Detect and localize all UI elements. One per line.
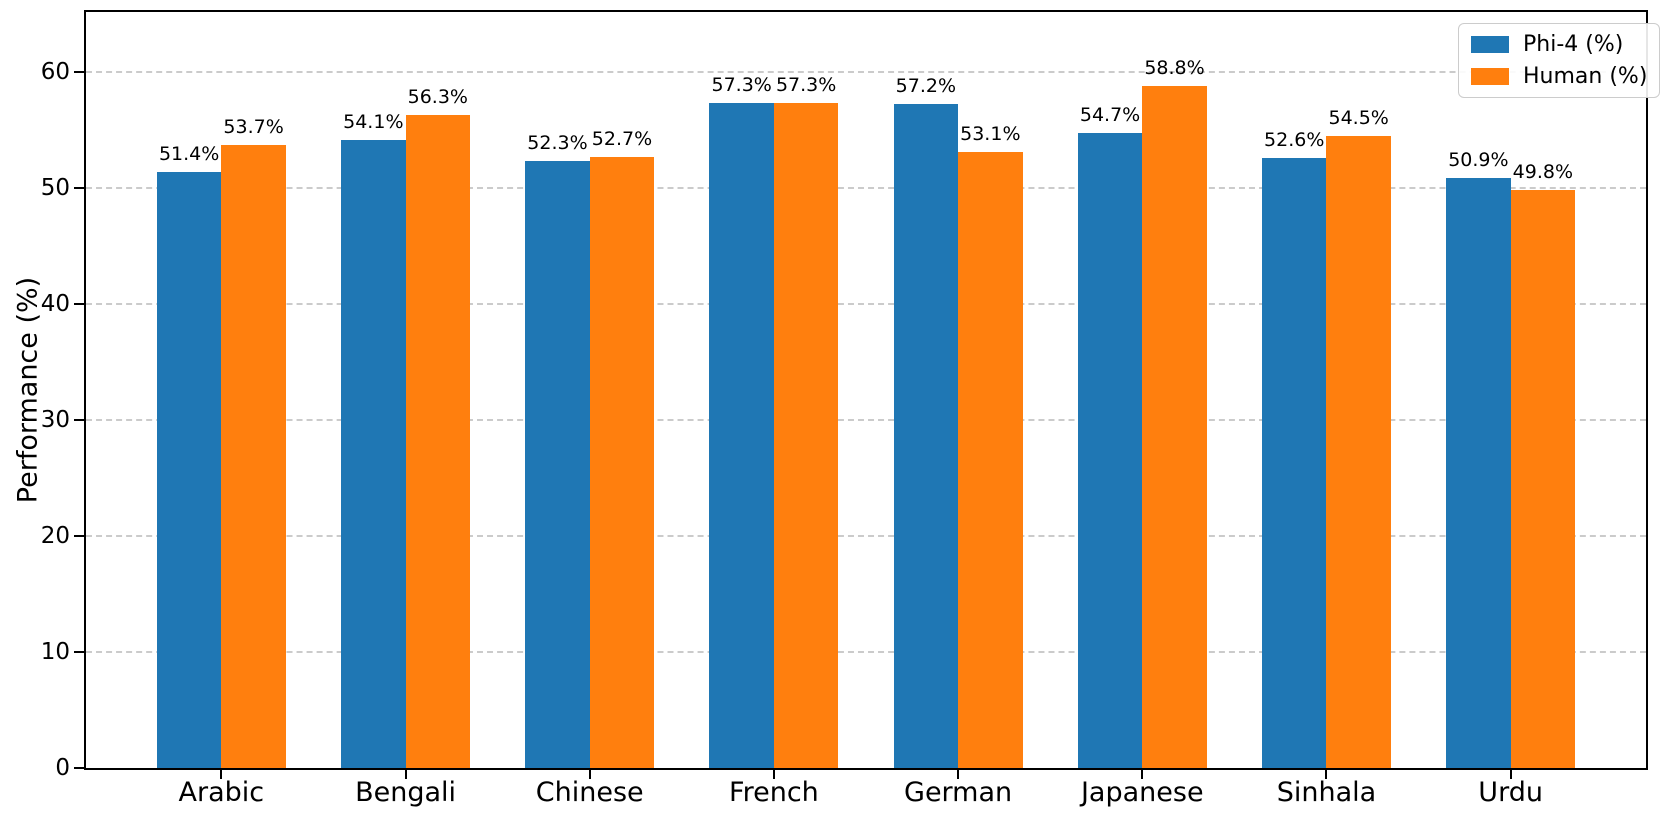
bar-value-label-human-arabic: 53.7% (223, 116, 284, 139)
x-tick-mark-japanese (1141, 770, 1144, 779)
x-tick-label-urdu: Urdu (1478, 777, 1543, 808)
gridline-y-30 (86, 418, 1646, 421)
gridline-y-10 (86, 650, 1646, 653)
bar-value-label-phi-4-urdu: 50.9% (1448, 148, 1509, 171)
x-tick-label-chinese: Chinese (535, 777, 644, 808)
y-tick-label-30: 30 (40, 406, 70, 433)
y-tick-mark-60 (74, 70, 84, 73)
y-tick-label-20: 20 (40, 522, 70, 549)
bar-value-label-phi-4-chinese: 52.3% (527, 132, 588, 155)
y-tick-label-40: 40 (40, 290, 70, 317)
bar-value-label-human-sinhala: 54.5% (1328, 106, 1389, 129)
y-tick-mark-50 (74, 186, 84, 189)
bar-human-arabic (221, 145, 286, 768)
legend-item-phi4: Phi-4 (%) (1471, 32, 1647, 57)
bar-phi-4-arabic (156, 171, 222, 768)
bar-human-sinhala (1326, 135, 1391, 768)
bar-human-japanese (1142, 85, 1207, 768)
bar-human-urdu (1510, 190, 1576, 768)
bar-phi-4-japanese (1077, 133, 1143, 768)
gridline-y-20 (86, 534, 1646, 537)
bar-value-label-human-urdu: 49.8% (1512, 161, 1574, 184)
x-tick-label-bengali: Bengali (355, 777, 457, 808)
legend-item-human: Human (%) (1471, 64, 1647, 89)
plot-area: 51.4% 53.7% 54.1% 56.3% 52.3% 52.7% 57.3% 57.3%… (84, 10, 1648, 770)
legend-label-phi4: Phi-4 (%) (1523, 32, 1624, 57)
legend-swatch-human-icon (1471, 68, 1509, 85)
bar-human-french (773, 103, 839, 768)
y-tick-mark-10 (74, 650, 84, 653)
x-tick-label-japanese: Japanese (1080, 777, 1204, 808)
y-tick-label-0: 0 (55, 755, 70, 781)
x-tick-mark-sinhala (1325, 770, 1328, 779)
x-tick-mark-arabic (220, 770, 223, 779)
y-tick-mark-40 (74, 302, 84, 305)
y-tick-label-60: 60 (40, 58, 70, 85)
bar-value-label-human-bengali: 56.3% (407, 85, 468, 108)
bar-value-label-phi-4-french: 57.3% (711, 74, 772, 97)
y-tick-mark-20 (74, 534, 84, 537)
x-tick-mark-urdu (1509, 770, 1512, 779)
bar-value-label-phi-4-german: 57.2% (895, 75, 957, 98)
x-tick-label-arabic: Arabic (178, 777, 265, 808)
bar-value-label-human-japanese: 58.8% (1144, 56, 1205, 79)
x-tick-mark-french (772, 770, 775, 779)
y-tick-mark-30 (74, 418, 84, 421)
bar-value-label-human-chinese: 52.7% (591, 127, 653, 150)
gridline-y-40 (86, 302, 1646, 305)
bar-human-bengali (405, 114, 470, 768)
bar-phi-4-french (709, 103, 774, 768)
bar-value-label-phi-4-bengali: 54.1% (343, 111, 404, 134)
x-tick-mark-bengali (404, 770, 407, 779)
gridline-y-60 (86, 70, 1646, 73)
gridline-y-50 (86, 186, 1646, 189)
legend-swatch-phi4-icon (1471, 36, 1509, 53)
bar-phi-4-chinese (525, 161, 590, 768)
bar-phi-4-urdu (1446, 177, 1511, 768)
x-tick-label-german: German (904, 777, 1013, 808)
x-tick-mark-german (957, 770, 960, 779)
bar-phi-4-bengali (341, 140, 406, 768)
bar-phi-4-sinhala (1261, 157, 1327, 768)
x-tick-mark-chinese (588, 770, 591, 779)
legend: Phi-4 (%) Human (%) (1458, 23, 1660, 98)
bar-phi-4-german (893, 104, 959, 768)
y-tick-label-50: 50 (40, 174, 70, 201)
bar-value-label-phi-4-japanese: 54.7% (1079, 104, 1141, 127)
y-tick-mark-0 (74, 767, 84, 769)
x-tick-label-sinhala: Sinhala (1276, 777, 1377, 808)
y-tick-label-10: 10 (40, 638, 70, 665)
x-tick-label-french: French (729, 777, 819, 808)
legend-label-human: Human (%) (1523, 64, 1648, 89)
bar-value-label-human-german: 53.1% (960, 123, 1021, 146)
bar-value-label-phi-4-arabic: 51.4% (158, 142, 220, 165)
bar-human-chinese (589, 156, 655, 768)
bar-value-label-human-french: 57.3% (775, 74, 837, 97)
bar-human-german (958, 152, 1023, 768)
bar-value-label-phi-4-sinhala: 52.6% (1264, 128, 1325, 151)
